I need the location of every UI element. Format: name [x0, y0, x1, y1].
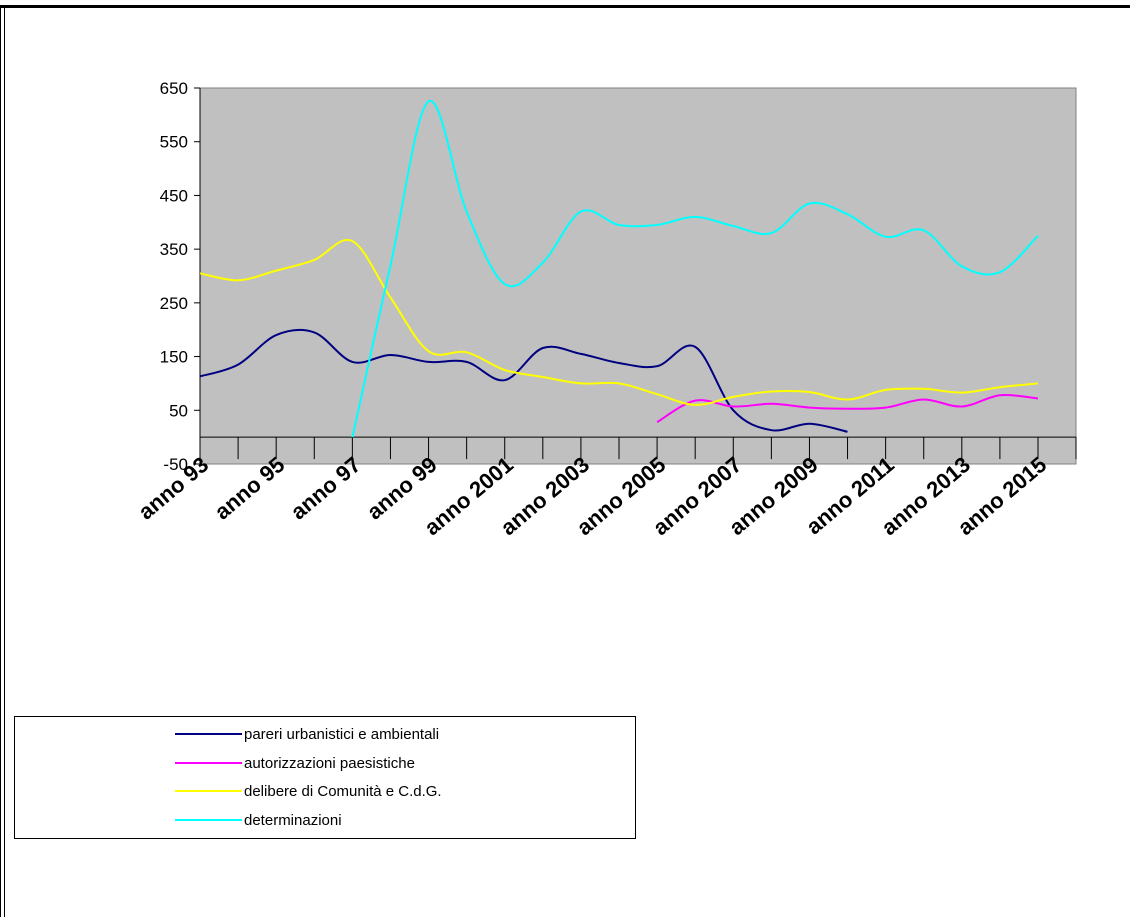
y-tick-label: 150 [160, 348, 188, 367]
y-tick-label: 250 [160, 294, 188, 313]
legend-item-autorizzazioni: autorizzazioni paesistiche [175, 753, 415, 773]
series-line-2 [199, 238, 1039, 406]
legend-swatch-delibere [175, 790, 242, 792]
y-tick-label: 450 [160, 186, 188, 205]
y-axis: -50 50 150 250 350 450 550 650 [160, 79, 201, 474]
series-line-0 [199, 328, 848, 433]
legend-item-delibere: delibere di Comunità e C.d.G. [175, 781, 442, 801]
y-tick-label: 350 [160, 240, 188, 259]
y-tick-label: -50 [163, 455, 188, 474]
legend-swatch-pareri [175, 733, 242, 735]
legend-item-determinazioni: determinazioni [175, 810, 342, 830]
legend-swatch-determinazioni [175, 819, 242, 821]
series-line-1 [656, 393, 1039, 423]
legend: pareri urbanistici e ambientali autorizz… [14, 716, 636, 839]
frame-left-inner-border [4, 7, 5, 917]
legend-label-determinazioni: determinazioni [244, 811, 342, 829]
legend-label-pareri: pareri urbanistici e ambientali [244, 725, 440, 743]
frame-left-border [0, 5, 1, 917]
legend-item-pareri: pareri urbanistici e ambientali [175, 724, 439, 744]
legend-label-delibere: delibere di Comunità e C.d.G. [244, 782, 442, 800]
plot-area [199, 87, 1077, 465]
series-line-3 [351, 100, 1039, 438]
y-tick-label: 550 [160, 133, 188, 152]
legend-swatch-autorizzazioni [175, 762, 242, 764]
legend-label-autorizzazioni: autorizzazioni paesistiche [244, 754, 415, 772]
series-lines [199, 100, 1039, 438]
y-tick-label: 650 [160, 79, 188, 98]
y-tick-label: 50 [169, 401, 188, 420]
frame-top-border [0, 5, 1130, 8]
